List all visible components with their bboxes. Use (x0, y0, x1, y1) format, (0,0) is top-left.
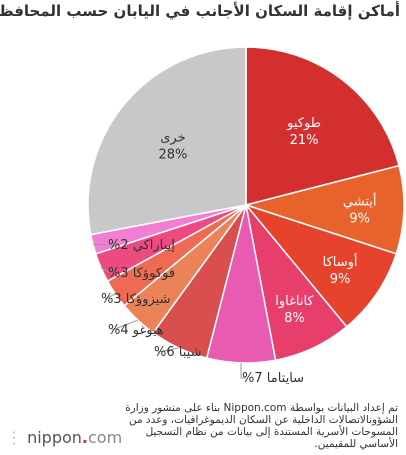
slice-outside-label: سايتاما 7% (242, 371, 304, 386)
leader-line (111, 319, 139, 331)
slice-label: أيتشي (343, 193, 377, 210)
slice-value-label: 8% (284, 311, 305, 326)
logo-separator: . (81, 428, 88, 447)
leader-line (157, 347, 179, 353)
logo-name: nippon (27, 428, 82, 447)
pie-slice (87, 46, 247, 236)
slice-value-label: 9% (330, 272, 351, 287)
logo-dot-icon: ⋮ (6, 428, 22, 447)
slice-outside-label: هيوغو 4% (108, 323, 164, 338)
leader-line (240, 362, 246, 379)
slice-value-label: 28% (159, 148, 188, 163)
leader-line (100, 267, 113, 274)
slice-label: كاناغاوا (275, 294, 314, 309)
nippon-logo: ⋮ nippon.com (6, 428, 122, 447)
leader-line (92, 243, 113, 246)
pie-slices (87, 46, 405, 364)
slice-value-label: 9% (349, 212, 370, 227)
slice-outside-label: فوكوؤكا 3% (108, 266, 175, 281)
slice-label: خرى (160, 131, 185, 146)
leader-lines (92, 243, 246, 379)
pie-slice (245, 46, 400, 206)
slice-labels: طوكيو 21% أيتشي 9% أوساكا 9% كاناغاوا 8% سايتاما… (101, 116, 377, 386)
slice-outside-label: إيباراكي 2% (108, 238, 175, 253)
slice-label: أوساكا (323, 253, 358, 270)
chart-title: أماكن إقامة السكان الأجانب في اليابان حس… (0, 2, 400, 20)
leader-line (104, 293, 116, 300)
slice-outside-label: شيزوؤكا 3% (101, 292, 170, 307)
logo-tld: com (88, 428, 123, 447)
pie-slice (243, 203, 398, 328)
pie-slice (243, 164, 405, 255)
pie-chart: طوكيو 21% أيتشي 9% أوساكا 9% كاناغاوا 8% سايتاما… (87, 46, 405, 386)
slice-label: طوكيو (286, 116, 321, 131)
slice-value-label: 21% (290, 133, 319, 148)
source-note: تم إعداد البيانات بواسطة Nippon.com بناء… (125, 402, 398, 450)
slice-outside-label: شيبا 6% (154, 345, 201, 360)
